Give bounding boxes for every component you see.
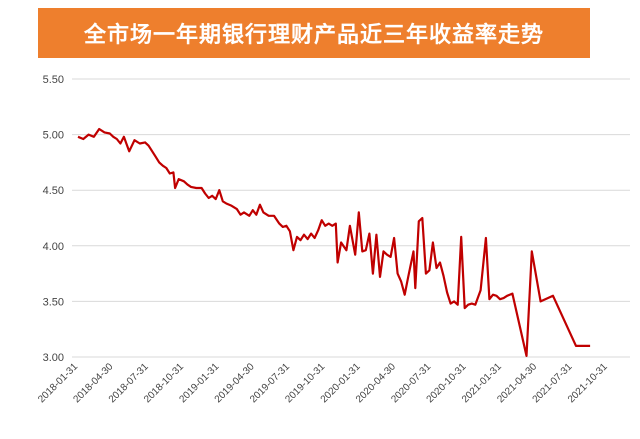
series-line: [77, 127, 591, 357]
y-tick-label: 4.50: [43, 185, 64, 197]
y-tick-label: 4.00: [43, 241, 64, 253]
x-axis-ticks: 2018-01-312018-04-302018-07-312018-10-31…: [36, 361, 610, 405]
y-tick-label: 5.00: [43, 130, 64, 142]
y-tick-label: 5.50: [43, 74, 64, 86]
y-tick-label: 3.00: [43, 352, 64, 364]
chart-title-banner: 全市场一年期银行理财产品近三年收益率走势: [38, 8, 590, 58]
chart-title: 全市场一年期银行理财产品近三年收益率走势: [83, 23, 544, 48]
series-layer: [77, 127, 591, 357]
y-tick-label: 3.50: [43, 296, 64, 308]
y-axis-ticks: 3.00 3.50 4.00 4.50 5.00 5.50: [43, 74, 64, 364]
grid-lines: [72, 78, 630, 358]
